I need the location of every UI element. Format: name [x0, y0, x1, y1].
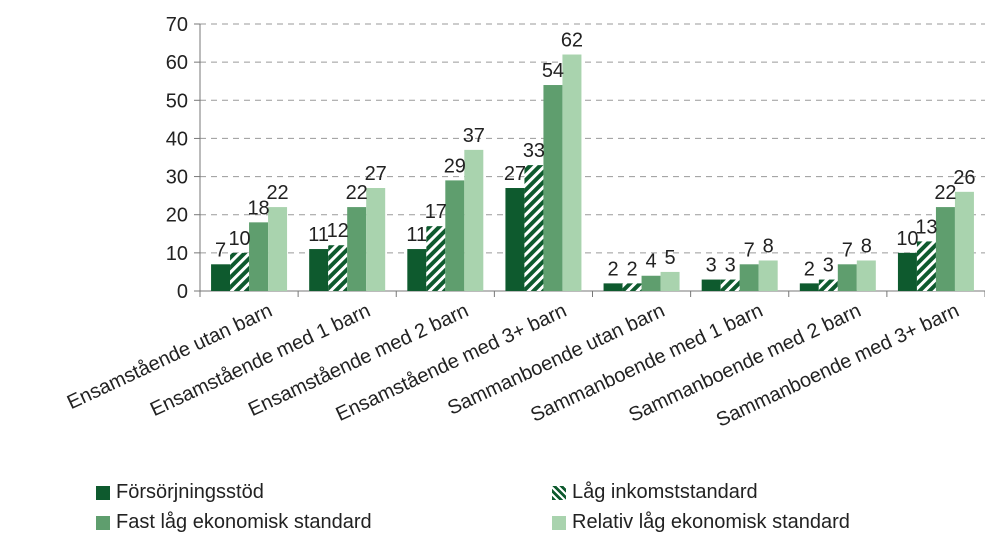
bar	[249, 222, 269, 291]
bar	[445, 180, 465, 291]
y-tick-label: 30	[166, 167, 188, 189]
bar	[505, 188, 525, 291]
bar	[562, 54, 582, 292]
y-tick-label: 60	[166, 52, 188, 74]
data-label: 33	[523, 140, 545, 162]
bar	[799, 283, 819, 291]
data-label: 22	[346, 182, 368, 204]
bar	[837, 264, 857, 291]
data-label: 7	[744, 239, 755, 261]
bar	[701, 279, 721, 291]
bar	[268, 207, 288, 291]
y-tick-label: 70	[166, 14, 188, 36]
bar	[464, 149, 484, 291]
bar	[347, 207, 367, 291]
bar	[720, 279, 740, 291]
data-label: 3	[823, 255, 834, 277]
bar	[641, 275, 661, 291]
bar	[818, 279, 838, 291]
bar	[309, 249, 329, 291]
data-label: 2	[608, 258, 619, 280]
bar	[426, 226, 446, 291]
data-label: 22	[934, 182, 956, 204]
bar	[328, 245, 348, 291]
data-label: 26	[953, 167, 975, 189]
data-label: 10	[228, 228, 250, 250]
bar	[954, 191, 974, 291]
bar	[916, 241, 936, 291]
axes: 0 10 20 30 40 50 60 70	[166, 14, 985, 303]
y-tick-label: 50	[166, 90, 188, 112]
bar	[543, 85, 563, 292]
data-label: 2	[804, 258, 815, 280]
data-label: 4	[646, 251, 657, 273]
y-tick-label: 20	[166, 205, 188, 227]
data-label: 7	[842, 239, 853, 261]
bar	[407, 249, 427, 291]
data-label: 22	[266, 182, 288, 204]
data-label: 29	[444, 155, 466, 177]
bar	[856, 260, 876, 291]
bar	[366, 188, 386, 291]
bar	[230, 252, 250, 291]
y-tick-label: 0	[177, 281, 188, 303]
data-label: 62	[561, 30, 583, 52]
data-label: 7	[215, 239, 226, 261]
data-label: 37	[463, 125, 485, 147]
gridlines	[200, 23, 985, 254]
data-label: 3	[725, 255, 736, 277]
bars	[211, 54, 974, 292]
bar	[211, 264, 231, 291]
data-label: 12	[327, 220, 349, 242]
bar	[660, 271, 680, 291]
data-label: 2	[627, 258, 638, 280]
data-label: 54	[542, 60, 564, 82]
bar	[739, 264, 759, 291]
data-label: 10	[896, 228, 918, 250]
bar	[758, 260, 778, 291]
y-tick-label: 40	[166, 128, 188, 150]
data-label: 27	[365, 163, 387, 185]
bar	[603, 283, 623, 291]
bar	[524, 165, 544, 291]
bar	[935, 207, 955, 291]
data-label: 17	[425, 201, 447, 223]
data-label: 27	[504, 163, 526, 185]
bar	[622, 283, 642, 291]
y-tick-label: 10	[166, 243, 188, 265]
data-label: 5	[665, 247, 676, 269]
data-label: 13	[915, 216, 937, 238]
data-label: 3	[706, 255, 717, 277]
data-label: 8	[763, 235, 774, 257]
data-label: 8	[861, 235, 872, 257]
data-label: 11	[308, 224, 329, 246]
bar	[897, 252, 917, 291]
data-label: 18	[247, 197, 269, 219]
data-label: 11	[406, 224, 427, 246]
